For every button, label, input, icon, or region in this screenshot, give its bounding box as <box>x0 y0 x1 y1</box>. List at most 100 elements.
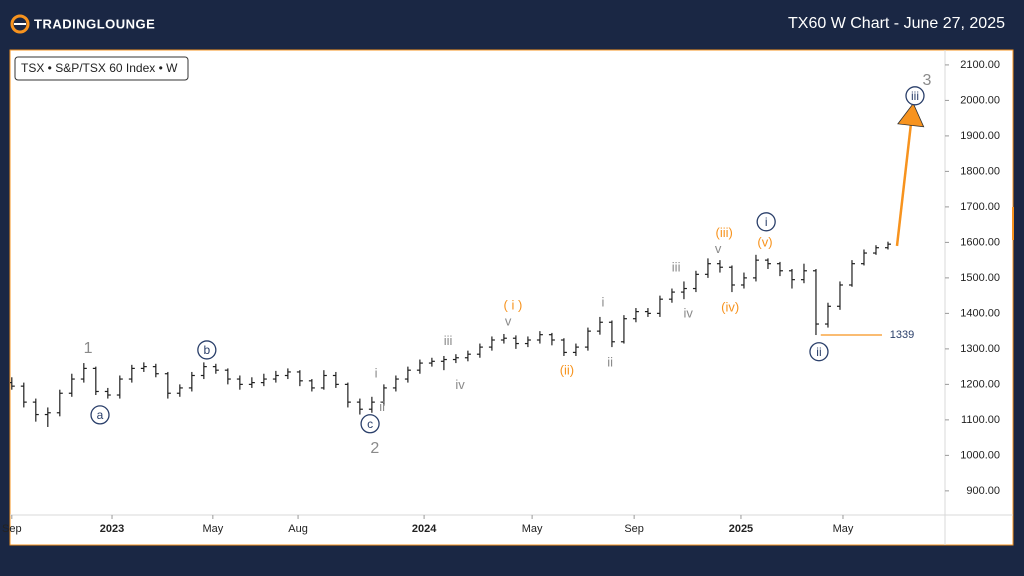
ohlc-bar <box>752 254 759 282</box>
ohlc-bar <box>308 379 315 392</box>
ohlc-bar <box>116 375 123 399</box>
ohlc-bar <box>848 260 855 287</box>
wave-label: ii <box>816 345 821 359</box>
ohlc-bar <box>356 398 363 415</box>
ohlc-bar <box>524 336 531 348</box>
wave-label: i <box>601 294 604 309</box>
wave-circle <box>197 340 217 360</box>
ohlc-bar <box>104 387 111 399</box>
wave-label: v <box>505 313 512 328</box>
ohlc-bar <box>380 384 387 406</box>
ohlc-bar <box>392 375 399 392</box>
wave-label: iv <box>683 305 693 320</box>
ohlc-bar <box>452 354 459 364</box>
ohlc-bar <box>488 336 495 351</box>
header-title: TX60 W Chart - June 27, 2025 <box>788 15 1005 32</box>
ohlc-bar <box>464 350 471 362</box>
wave-label: (iii) <box>715 225 732 240</box>
y-tick-label: 1200.00 <box>960 378 1000 390</box>
ohlc-bar <box>560 338 567 356</box>
wave-label: i <box>375 365 378 380</box>
ohlc-bar <box>344 382 351 408</box>
ohlc-bar <box>248 377 255 388</box>
ohlc-bar <box>32 398 39 422</box>
wave-circle <box>90 405 110 425</box>
ohlc-bar <box>884 241 891 250</box>
ohlc-bar <box>824 302 831 328</box>
ohlc-bar <box>164 371 171 399</box>
ohlc-bar <box>56 389 63 417</box>
wave-label: 2 <box>370 440 379 457</box>
ohlc-bar <box>176 384 183 397</box>
ohlc-bar <box>680 281 687 300</box>
ohlc-bar <box>68 373 75 397</box>
ohlc-bar <box>740 272 747 289</box>
edge-marker <box>1012 207 1014 240</box>
x-tick-label: Sep <box>2 523 22 535</box>
ohlc-bar <box>656 295 663 317</box>
ohlc-bar <box>404 366 411 383</box>
ohlc-bar <box>128 364 135 383</box>
ohlc-bar <box>440 355 447 371</box>
ohlc-bar <box>296 370 303 387</box>
ohlc-bar <box>476 343 483 358</box>
ohlc-bar <box>428 357 435 367</box>
y-tick-label: 1300.00 <box>960 343 1000 355</box>
wave-label: b <box>203 343 210 357</box>
y-tick-label: 1700.00 <box>960 201 1000 213</box>
plot <box>10 241 891 427</box>
ohlc-bar <box>812 269 819 336</box>
x-tick-label: Sep <box>624 523 644 535</box>
wave-label: iv <box>455 377 465 392</box>
wave-label: 3 <box>923 72 932 89</box>
ohlc-bar <box>152 363 159 378</box>
ohlc-bar <box>692 270 699 293</box>
ohlc-bar <box>140 362 147 372</box>
wave-label: ii <box>379 399 385 414</box>
price-line-label: 1339 <box>890 329 914 341</box>
ohlc-bar <box>596 316 603 335</box>
ohlc-bar <box>80 363 87 383</box>
wave-label: ii <box>607 354 613 369</box>
wave-label: (iv) <box>721 299 739 314</box>
wave-label: iii <box>911 89 919 103</box>
legend-text: TSX • S&P/TSX 60 Index • W <box>21 61 178 75</box>
ohlc-bar <box>764 258 771 270</box>
ohlc-bar <box>800 263 807 284</box>
wave-label: (ii) <box>560 362 574 377</box>
arrow-head <box>897 102 925 128</box>
ohlc-bar <box>548 332 555 346</box>
y-tick-label: 1800.00 <box>960 165 1000 177</box>
ohlc-bar <box>236 375 243 390</box>
wave-label: v <box>715 241 722 256</box>
logo: TradingLounge <box>10 14 155 34</box>
ohlc-bar <box>836 281 843 310</box>
x-tick-label: 2024 <box>412 523 437 535</box>
wave-circle <box>809 342 829 362</box>
ohlc-bar <box>668 288 675 303</box>
y-tick-label: 2100.00 <box>960 59 1000 71</box>
x-tick-label: 2023 <box>100 523 124 535</box>
ohlc-bar <box>584 327 591 351</box>
y-tick-label: 1500.00 <box>960 272 1000 284</box>
wave-circle <box>756 212 776 232</box>
ohlc-bar <box>728 265 735 293</box>
wave-label: ( i ) <box>504 297 523 312</box>
chart-panel <box>9 49 1014 546</box>
y-tick-label: 1600.00 <box>960 236 1000 248</box>
y-tick-label: 900.00 <box>966 485 1000 497</box>
ohlc-bar <box>620 315 627 344</box>
projection-arrow <box>895 114 914 247</box>
ohlc-bar <box>716 260 723 273</box>
wave-label: iii <box>444 333 453 348</box>
ohlc-bar <box>644 308 651 317</box>
ohlc-bar <box>608 320 615 348</box>
ohlc-bar <box>212 363 219 374</box>
ohlc-bar <box>10 377 15 390</box>
logo-text: TradingLounge <box>34 16 155 31</box>
ohlc-bar <box>92 366 99 396</box>
wave-label: (v) <box>757 234 772 249</box>
ohlc-bar <box>200 362 207 380</box>
logo-icon <box>10 14 30 34</box>
